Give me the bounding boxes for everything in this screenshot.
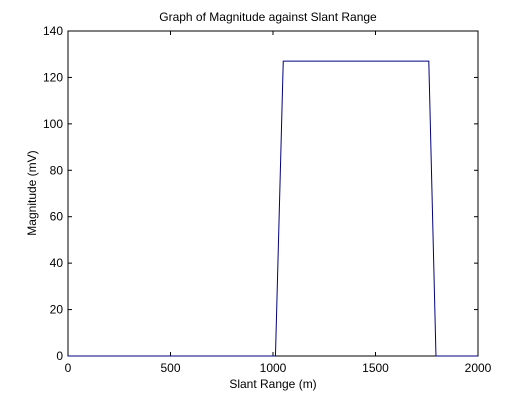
- x-tick-label: 1500: [362, 361, 389, 375]
- chart-title: Graph of Magnitude against Slant Range: [159, 10, 377, 24]
- y-tick-label: 80: [50, 163, 64, 177]
- y-tick-label: 20: [50, 303, 64, 317]
- y-tick-label: 0: [56, 349, 63, 363]
- series-group: [68, 60, 478, 357]
- x-axis-label: Slant Range (m): [229, 377, 316, 391]
- axis-ticks: 0 500 1000 1500 2000 0 20 40 60 80 100 120 140: [43, 24, 492, 375]
- series-line: [68, 60, 478, 357]
- y-tick-label: 40: [50, 256, 64, 270]
- plot-area: [67, 30, 479, 357]
- x-tick-label: 2000: [465, 361, 492, 375]
- x-tick-label: 0: [65, 361, 72, 375]
- y-tick-label: 120: [43, 70, 63, 84]
- x-tick-label: 500: [160, 361, 180, 375]
- y-tick-label: 140: [43, 24, 63, 38]
- y-tick-label: 100: [43, 117, 63, 131]
- x-tick-label: 1000: [260, 361, 287, 375]
- y-tick-label: 60: [50, 210, 64, 224]
- y-axis-label: Magnitude (mV): [25, 150, 39, 235]
